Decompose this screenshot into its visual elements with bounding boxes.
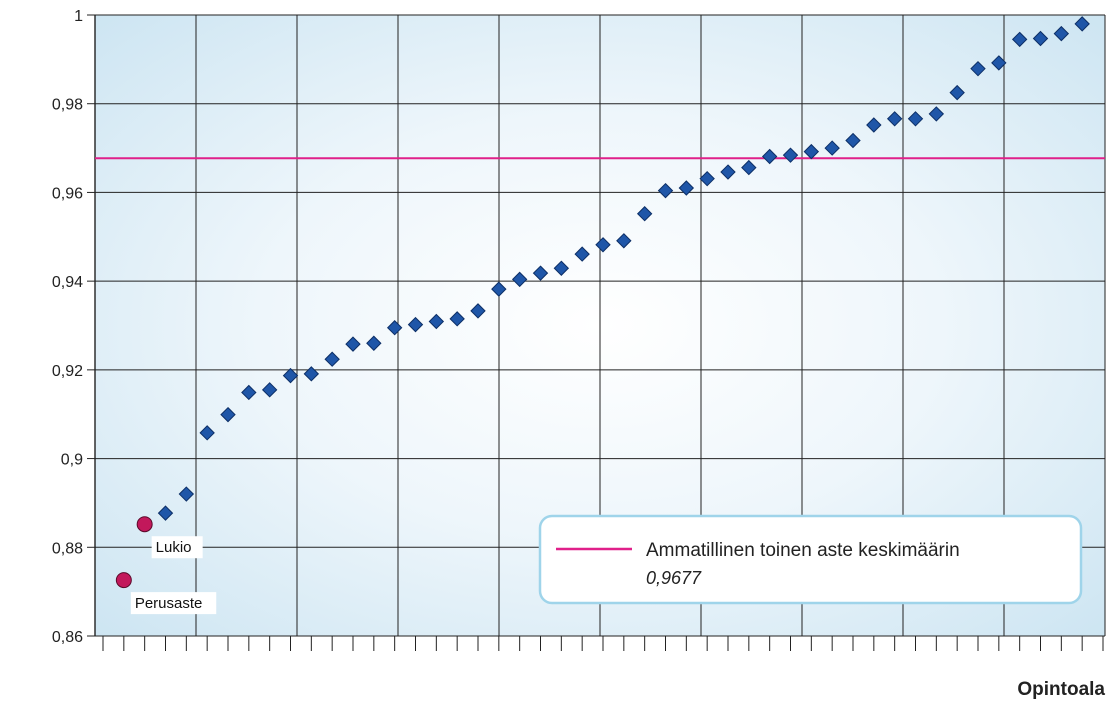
data-point (657, 182, 674, 199)
data-point (949, 84, 965, 101)
point-label-box (151, 536, 203, 559)
legend-box (538, 514, 1083, 605)
y-tick-label: 0,88 (52, 540, 83, 557)
data-point (428, 313, 445, 330)
y-tick-label: 0,96 (52, 185, 83, 202)
legend-value: 0,9677 (646, 568, 702, 588)
data-point (845, 132, 861, 149)
data-point (761, 148, 778, 165)
data-point (157, 505, 174, 521)
data-point (282, 367, 299, 384)
y-tick-label: 1 (74, 8, 83, 25)
y-tick-label: 0,9 (61, 452, 83, 469)
data-point (616, 233, 632, 249)
labelled-points: Lukio Perusaste (115, 516, 217, 615)
data-point (449, 311, 465, 327)
data-point (907, 111, 924, 127)
data-point (261, 382, 278, 398)
data-point (324, 351, 340, 367)
data-point (574, 246, 590, 262)
y-axis: 0,86 0,88 0,9 0,92 0,94 0,96 0,98 1 (52, 8, 95, 646)
data-point (636, 206, 653, 222)
data-point (345, 336, 361, 352)
data-points (157, 16, 1090, 521)
point-perusaste (115, 572, 132, 589)
data-point (553, 260, 570, 276)
data-point (407, 316, 424, 333)
data-point (1032, 30, 1049, 47)
point-lukio (136, 516, 153, 533)
y-tick-label: 0,92 (52, 363, 83, 380)
data-point (866, 117, 882, 133)
data-point (720, 164, 736, 180)
y-tick-label: 0,94 (52, 274, 83, 291)
point-label: Lukio (156, 539, 192, 556)
data-point (220, 406, 236, 423)
data-point (928, 106, 945, 122)
data-point (532, 265, 549, 281)
data-point (470, 303, 486, 319)
point-label-box (130, 592, 217, 615)
point-label: Perusaste (135, 595, 203, 612)
data-point (491, 281, 507, 297)
data-point (1074, 16, 1090, 32)
data-point (241, 384, 257, 401)
data-point (741, 159, 757, 176)
data-point (595, 237, 611, 253)
data-point (886, 111, 903, 127)
data-point (970, 60, 986, 77)
data-point (782, 147, 799, 163)
data-point (366, 335, 382, 351)
data-point (199, 425, 215, 441)
y-tick-label: 0,86 (52, 629, 83, 646)
data-point (178, 486, 195, 502)
data-point (1053, 25, 1070, 42)
legend: Ammatillinen toinen aste keskimäärin 0,9… (538, 514, 1083, 605)
data-point (803, 143, 820, 160)
data-point (678, 180, 695, 196)
x-axis-title: Opintoala (1017, 679, 1105, 700)
legend-label: Ammatillinen toinen aste keskimäärin (646, 540, 960, 561)
grid (94, 14, 1106, 637)
data-point (699, 170, 715, 187)
data-point (386, 320, 403, 336)
x-axis (102, 636, 1104, 651)
data-point (991, 55, 1007, 71)
data-point (511, 271, 528, 288)
y-tick-label: 0,98 (52, 97, 83, 114)
data-point (303, 366, 320, 382)
data-point (824, 140, 840, 156)
data-point (1011, 31, 1028, 48)
